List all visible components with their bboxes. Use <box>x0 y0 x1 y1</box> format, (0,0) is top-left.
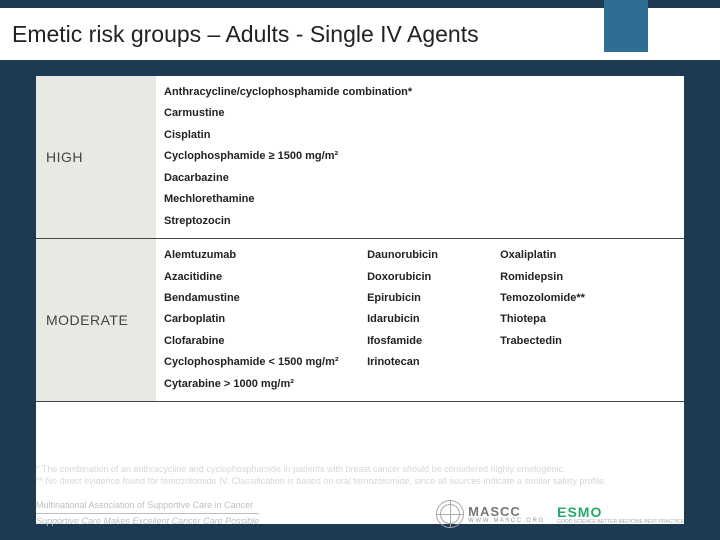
drug-cell: Alemtuzumab Azacitidine Bendamustine Car… <box>156 239 684 402</box>
drug-item: Trabectedin <box>500 331 585 352</box>
drug-column: Daunorubicin Doxorubicin Epirubicin Idar… <box>367 245 497 374</box>
footer-org-tagline: Supportive Care Makes Excellent Cancer C… <box>36 513 259 526</box>
footnotes: * The combination of an anthracycline an… <box>36 463 684 488</box>
drug-item: Cisplatin <box>164 125 412 146</box>
footer: Multinational Association of Supportive … <box>36 490 684 532</box>
drug-item: Clofarabine <box>164 331 346 352</box>
category-label: MODERATE <box>36 239 156 402</box>
slide: Emetic risk groups – Adults - Single IV … <box>0 0 720 540</box>
footer-org-name: Multinational Association of Supportive … <box>36 500 259 510</box>
drug-cell: Anthracycline/cyclophosphamide combinati… <box>156 76 684 239</box>
footer-logos: MASCC W W W . M A S C C . O R G ESMO GOO… <box>436 500 684 528</box>
mascc-logo: MASCC W W W . M A S C C . O R G <box>436 500 543 528</box>
drug-item: Oxaliplatin <box>500 245 585 266</box>
esmo-label: ESMO <box>557 504 684 520</box>
footnote: ** No direct evidence found for temozolo… <box>36 475 684 488</box>
slide-title: Emetic risk groups – Adults - Single IV … <box>12 21 479 48</box>
drug-item: Cyclophosphamide ≥ 1500 mg/m² <box>164 146 412 167</box>
risk-table: HIGH Anthracycline/cyclophosphamide comb… <box>36 76 684 402</box>
table-row: MODERATE Alemtuzumab Azacitidine Bendamu… <box>36 239 684 402</box>
mascc-label: MASCC <box>468 505 543 518</box>
content-area: HIGH Anthracycline/cyclophosphamide comb… <box>36 76 684 524</box>
drug-item: Thiotepa <box>500 309 585 330</box>
mascc-url: W W W . M A S C C . O R G <box>468 518 543 524</box>
footer-org: Multinational Association of Supportive … <box>36 500 259 526</box>
title-accent <box>604 0 648 52</box>
drug-item: Ifosfamide <box>367 331 479 352</box>
drug-item: Daunorubicin <box>367 245 479 266</box>
footnote: * The combination of an anthracycline an… <box>36 463 684 476</box>
globe-icon <box>436 500 464 528</box>
drug-item: Doxorubicin <box>367 267 479 288</box>
table-row: HIGH Anthracycline/cyclophosphamide comb… <box>36 76 684 239</box>
drug-item: Epirubicin <box>367 288 479 309</box>
drug-column: Alemtuzumab Azacitidine Bendamustine Car… <box>164 245 364 395</box>
esmo-sub: GOOD SCIENCE BETTER MEDICINE BEST PRACTI… <box>557 520 684 525</box>
category-label: HIGH <box>36 76 156 239</box>
drug-item: Romidepsin <box>500 267 585 288</box>
drug-column: Anthracycline/cyclophosphamide combinati… <box>164 82 430 232</box>
drug-item: Irinotecan <box>367 352 479 373</box>
drug-item: Carmustine <box>164 103 412 124</box>
drug-item: Temozolomide** <box>500 288 585 309</box>
drug-item: Carboplatin <box>164 309 346 330</box>
esmo-logo: ESMO GOOD SCIENCE BETTER MEDICINE BEST P… <box>557 504 684 525</box>
drug-item: Mechlorethamine <box>164 189 412 210</box>
drug-column: Oxaliplatin Romidepsin Temozolomide** Th… <box>500 245 603 352</box>
drug-item: Streptozocin <box>164 211 412 232</box>
drug-item: Dacarbazine <box>164 168 412 189</box>
drug-item: Cytarabine > 1000 mg/m² <box>164 374 346 395</box>
drug-item: Cyclophosphamide < 1500 mg/m² <box>164 352 346 373</box>
drug-item: Idarubicin <box>367 309 479 330</box>
drug-item: Azacitidine <box>164 267 346 288</box>
drug-item: Anthracycline/cyclophosphamide combinati… <box>164 82 412 103</box>
drug-item: Bendamustine <box>164 288 346 309</box>
drug-item: Alemtuzumab <box>164 245 346 266</box>
